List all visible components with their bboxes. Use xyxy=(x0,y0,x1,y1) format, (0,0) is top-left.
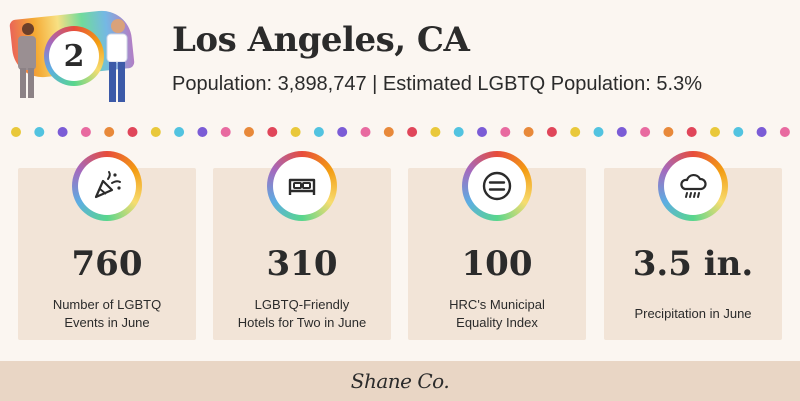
stat-value: 310 xyxy=(266,244,338,284)
divider-dot xyxy=(127,127,138,137)
divider-dot xyxy=(290,127,301,137)
divider-dot xyxy=(593,127,604,137)
rank-badge: 2 xyxy=(44,26,104,86)
divider-dot xyxy=(616,127,627,137)
stat-card-precipitation: 3.5 in. Precipitation in June xyxy=(604,151,782,340)
city-title: Los Angeles, CA xyxy=(172,20,470,60)
divider-dot xyxy=(104,127,115,137)
icon-badge xyxy=(462,151,532,221)
party-popper-icon xyxy=(94,171,121,199)
divider-dot xyxy=(360,127,371,137)
divider-dot xyxy=(267,127,278,137)
equality-icon xyxy=(482,171,512,201)
divider-dot xyxy=(383,127,394,137)
person-illustration xyxy=(106,19,128,102)
stat-value: 3.5 in. xyxy=(632,244,754,284)
divider-dot xyxy=(313,127,324,137)
divider-dot xyxy=(174,127,185,137)
bed-icon xyxy=(288,178,316,195)
hero-header: 2 Los Angeles, CA Population: 3,898,747 … xyxy=(0,0,800,118)
stat-card-equality-index: 100 HRC's Municipal Equality Index xyxy=(408,151,586,340)
stat-label: HRC's Municipal Equality Index xyxy=(449,297,545,330)
divider-dot xyxy=(663,127,674,137)
footer-bar: Shane Co. xyxy=(0,361,800,401)
divider-dot xyxy=(430,127,441,137)
icon-badge xyxy=(72,151,142,221)
divider-dot xyxy=(80,127,91,137)
person-illustration xyxy=(18,23,36,98)
divider-dot xyxy=(779,127,790,137)
divider-dot xyxy=(11,127,21,137)
divider-dot xyxy=(570,127,581,137)
icon-badge xyxy=(658,151,728,221)
divider-dot xyxy=(453,127,464,137)
divider-dot xyxy=(546,127,557,137)
divider-dot xyxy=(756,127,767,137)
divider-dot xyxy=(407,127,418,137)
stat-label: Precipitation in June xyxy=(634,306,752,321)
divider-dot xyxy=(337,127,348,137)
divider-dot xyxy=(197,127,208,137)
stat-label: LGBTQ-Friendly Hotels for Two in June xyxy=(237,297,367,330)
icon-badge xyxy=(267,151,337,221)
stat-value: 100 xyxy=(461,244,533,284)
population-line: Population: 3,898,747 | Estimated LGBTQ … xyxy=(172,73,702,95)
divider-dot xyxy=(477,127,487,137)
divider-dot xyxy=(500,127,511,137)
divider-dot xyxy=(244,127,254,137)
divider-dot xyxy=(640,127,651,137)
divider-dot xyxy=(150,127,161,137)
divider-dot xyxy=(733,127,744,137)
divider-dot xyxy=(710,127,720,137)
brand-logo: Shane Co. xyxy=(350,369,450,393)
divider-dot xyxy=(57,127,68,137)
divider-dot xyxy=(220,127,231,137)
stat-card-events: 760 Number of LGBTQ Events in June xyxy=(18,151,196,340)
rain-cloud-icon xyxy=(680,173,707,198)
stat-value: 760 xyxy=(71,244,143,284)
rank-number: 2 xyxy=(49,31,99,81)
divider-dot xyxy=(34,127,45,137)
stat-card-hotels: 310 LGBTQ-Friendly Hotels for Two in June xyxy=(213,151,391,340)
divider-dot xyxy=(686,127,697,137)
dotted-divider xyxy=(11,127,790,137)
divider-dot xyxy=(523,127,534,137)
stat-label: Number of LGBTQ Events in June xyxy=(52,297,162,330)
